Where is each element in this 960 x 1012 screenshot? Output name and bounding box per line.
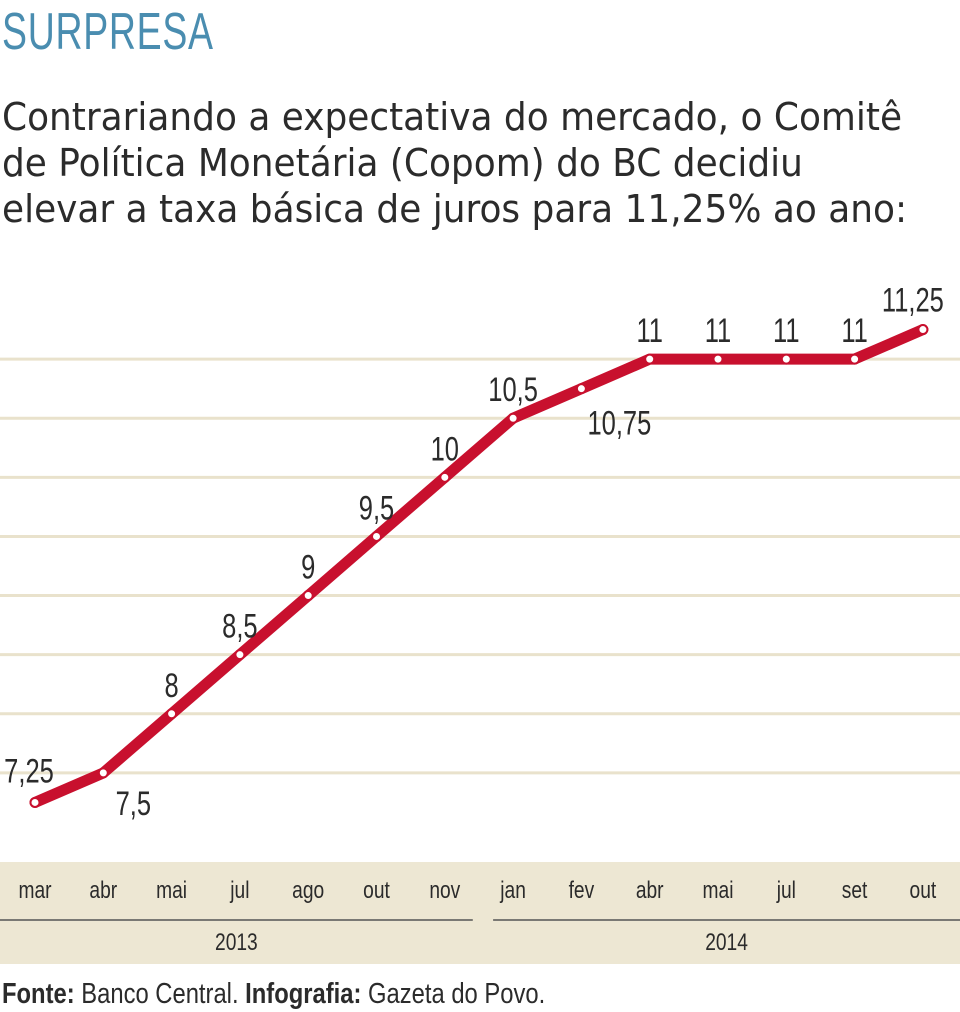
x-tick-label: fev (569, 876, 595, 904)
data-label: 9 (301, 549, 315, 586)
x-tick-label: out (910, 876, 937, 904)
subtitle-line-1: Contrariando a expectativa do mercado, o… (2, 95, 903, 139)
data-label: 10 (431, 431, 459, 468)
data-point (302, 590, 314, 602)
data-point (644, 353, 656, 365)
data-point (234, 649, 246, 661)
x-tick-label: abr (636, 876, 664, 904)
x-tick-label: ago (292, 876, 324, 904)
data-label: 11 (636, 313, 662, 350)
data-label: 8,5 (222, 608, 257, 645)
series-line (29, 324, 929, 808)
data-point (575, 383, 587, 395)
credit-label: Infografia: (245, 978, 362, 1010)
year-band (0, 918, 960, 964)
chart-footer: Fonte: Banco Central. Infografia: Gazeta… (2, 978, 545, 1011)
x-tick-label: jul (776, 876, 796, 904)
data-label: 10,5 (488, 372, 538, 409)
data-label: 9,5 (359, 490, 394, 527)
data-label: 11 (841, 313, 867, 350)
data-point (97, 767, 109, 779)
credit-value: Gazeta do Povo. (368, 978, 546, 1010)
axis-band (0, 862, 960, 918)
data-label: 11 (773, 313, 799, 350)
data-label: 7,25 (4, 753, 54, 790)
data-labels: 7,25 7,5 8 8,5 9 9,5 10 10,5 10,75 11 11 11 11 11,25 (4, 282, 944, 823)
subtitle-line-3: elevar a taxa básica de juros para 11,25… (2, 187, 908, 231)
x-axis: 2013 2014 mar abr mai jul ago out nov jan fev abr ma… (0, 862, 960, 964)
data-point (29, 796, 41, 808)
data-point (166, 708, 178, 720)
source-label: Fonte: (2, 978, 75, 1010)
data-point (439, 471, 451, 483)
data-label: 10,75 (587, 405, 651, 442)
data-label: 7,5 (116, 785, 151, 822)
data-label: 8 (165, 667, 179, 704)
year-label-2014: 2014 (705, 928, 748, 956)
x-tick-label: jul (229, 876, 249, 904)
data-point (917, 324, 929, 336)
data-point (780, 353, 792, 365)
x-tick-label: jan (499, 876, 525, 904)
data-label: 11,25 (882, 282, 944, 319)
data-point (712, 353, 724, 365)
x-tick-label: out (363, 876, 390, 904)
gridlines (0, 357, 960, 775)
x-tick-label: abr (89, 876, 117, 904)
data-point (371, 530, 382, 542)
chart-title: SURPRESA (2, 3, 214, 61)
x-tick-label: mai (703, 876, 734, 904)
data-point (849, 353, 861, 365)
x-tick-label: nov (429, 876, 460, 904)
data-markers (29, 324, 929, 808)
x-tick-label: set (842, 876, 868, 904)
source-value: Banco Central. (81, 978, 239, 1010)
data-point (507, 412, 519, 424)
year-label-2013: 2013 (215, 928, 258, 956)
series-line-path (29, 324, 929, 808)
selic-line-chart: 2013 2014 mar abr mai jul ago out nov jan fev abr ma… (0, 282, 960, 964)
chart-subtitle: Contrariando a expectativa do mercado, o… (2, 94, 956, 232)
data-label: 11 (705, 313, 731, 350)
x-tick-label: mai (156, 876, 187, 904)
subtitle-line-2: de Política Monetária (Copom) do BC deci… (2, 141, 803, 185)
x-tick-label: mar (18, 876, 51, 904)
